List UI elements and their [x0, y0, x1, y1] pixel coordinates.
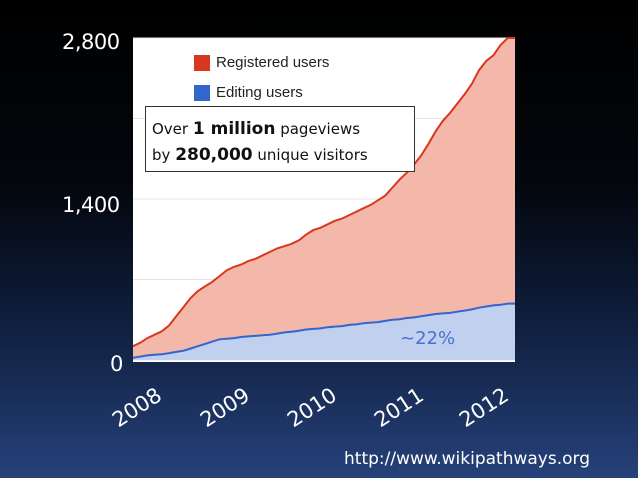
- legend-label: Registered users: [216, 54, 330, 71]
- footer-url: http://www.wikipathways.org: [344, 449, 591, 469]
- legend-item-editing: Editing users: [194, 84, 303, 101]
- annotation-highlight: 280,000: [175, 145, 253, 165]
- annotation-text: unique visitors: [257, 146, 368, 164]
- annotation-text: pageviews: [280, 120, 361, 138]
- editing-users-line: [132, 302, 515, 359]
- annotation-text: Over: [152, 120, 189, 138]
- registered-users-area: [133, 38, 515, 360]
- y-tick-label: 1,400: [62, 193, 120, 217]
- legend-label: Editing users: [216, 84, 303, 101]
- legend-swatch-registered: [194, 54, 210, 71]
- legend-swatch-editing: [194, 84, 210, 101]
- annotation-highlight: 1 million: [192, 119, 276, 139]
- annotation-box: Over 1 million pageviews by 280,000 uniq…: [145, 106, 415, 172]
- registered-users-line: [132, 37, 515, 348]
- editing-users-area: [133, 303, 515, 360]
- y-tick-label: 0: [110, 352, 123, 376]
- annotation-line-2: by 280,000 unique visitors: [152, 145, 368, 165]
- annotation-line-1: Over 1 million pageviews: [152, 119, 360, 139]
- annotation-text: by: [152, 146, 171, 164]
- percentage-label: ~22%: [400, 328, 456, 349]
- legend-item-registered: Registered users: [194, 54, 329, 71]
- y-tick-label: 2,800: [62, 30, 120, 54]
